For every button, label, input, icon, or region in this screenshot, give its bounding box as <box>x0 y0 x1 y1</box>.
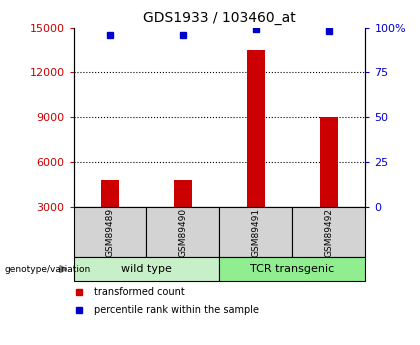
Bar <box>292 207 365 257</box>
Text: wild type: wild type <box>121 264 172 274</box>
Title: GDS1933 / 103460_at: GDS1933 / 103460_at <box>143 11 296 25</box>
Text: GSM89490: GSM89490 <box>178 207 187 257</box>
Text: genotype/variation: genotype/variation <box>4 265 90 274</box>
Text: percentile rank within the sample: percentile rank within the sample <box>94 305 259 315</box>
Text: GSM89489: GSM89489 <box>105 207 115 257</box>
Bar <box>220 207 292 257</box>
Bar <box>247 50 265 207</box>
Text: TCR transgenic: TCR transgenic <box>250 264 335 274</box>
Bar <box>174 180 192 207</box>
Bar <box>74 257 220 281</box>
Text: GSM89491: GSM89491 <box>252 207 260 257</box>
Bar <box>74 207 147 257</box>
Text: transformed count: transformed count <box>94 287 185 297</box>
Bar <box>101 180 119 207</box>
Bar <box>320 117 338 207</box>
Bar <box>147 207 220 257</box>
Text: GSM89492: GSM89492 <box>324 207 333 257</box>
Bar <box>220 257 365 281</box>
